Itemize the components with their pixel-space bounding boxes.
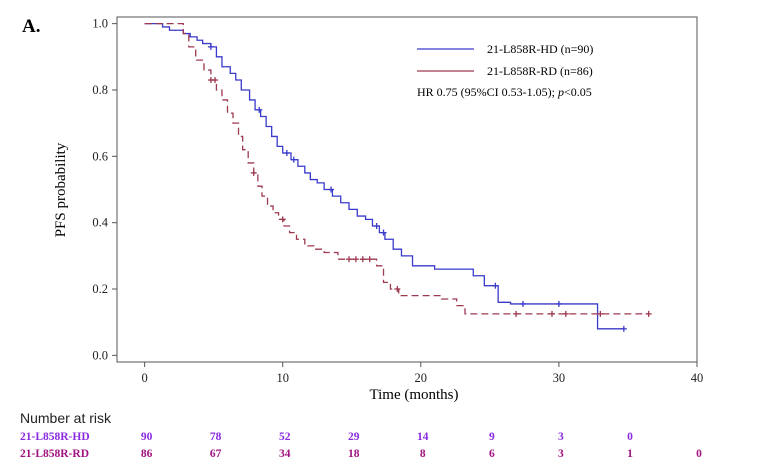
risk-value: 0 [696, 448, 702, 460]
legend-label-hd: 21-L858R-HD (n=90) [487, 42, 593, 56]
risk-row: 21-L858R-HD 90 78 52 29 14 9 3 0 [0, 431, 758, 447]
km-chart: 0 10 20 30 40 0.0 0.2 0.4 0.6 0.8 1.0 21-L858R-HD … [53, 16, 703, 403]
y-tick-label: 0.0 [92, 348, 108, 362]
x-tick-label: 10 [276, 371, 289, 385]
risk-value: 6 [488, 448, 495, 460]
risk-value: 0 [627, 431, 633, 443]
panel-label: A. [22, 16, 41, 37]
risk-value: 29 [348, 431, 360, 443]
risk-table-title: Number at risk [20, 410, 112, 426]
y-tick-label: 0.4 [92, 216, 108, 230]
hr-p-value: <0.05 [564, 85, 592, 99]
risk-value: 3 [558, 448, 564, 460]
risk-row-label: 21-L858R-HD [20, 431, 90, 443]
risk-value: 52 [278, 431, 291, 443]
y-tick-label: 0.8 [92, 83, 108, 97]
risk-value: 1 [627, 448, 633, 460]
survival-curve-rd [144, 22, 649, 315]
risk-value: 18 [348, 448, 360, 460]
x-tick-label: 40 [691, 371, 704, 385]
risk-value: 86 [140, 448, 153, 460]
axes: 0 10 20 30 40 0.0 0.2 0.4 0.6 0.8 1.0 [92, 17, 703, 385]
risk-value: 90 [140, 431, 153, 443]
x-axis-label: Time (months) [369, 387, 458, 403]
hr-annotation: HR 0.75 (95%CI 0.53-1.05); p<0.05 [417, 85, 592, 99]
risk-value: 67 [209, 448, 222, 460]
plot-frame [116, 16, 698, 363]
hr-prefix: HR 0.75 (95%CI 0.53-1.05); [417, 85, 558, 99]
y-axis-label: PFS probability [53, 142, 69, 237]
y-tick-label: 0.6 [92, 149, 108, 163]
risk-value: 9 [488, 431, 495, 443]
risk-value: 3 [558, 431, 564, 443]
legend-label-rd: 21-L858R-RD (n=86) [487, 64, 593, 78]
y-tick-label: 0.2 [92, 282, 108, 296]
risk-value: 8 [419, 448, 426, 460]
risk-row: 21-L858R-RD 86 67 34 18 8 6 3 1 0 [0, 448, 758, 464]
risk-value: 14 [417, 431, 429, 443]
x-tick-label: 0 [141, 371, 147, 385]
risk-row-label: 21-L858R-RD [20, 448, 89, 460]
risk-value: 78 [209, 431, 222, 443]
y-tick-label: 1.0 [92, 17, 108, 31]
risk-value: 34 [278, 448, 291, 460]
legend: 21-L858R-HD (n=90) 21-L858R-RD (n=86) HR… [417, 42, 593, 99]
hr-p-symbol: p [557, 85, 564, 99]
curves [144, 22, 652, 332]
x-tick-label: 20 [415, 371, 428, 385]
x-tick-label: 30 [553, 371, 566, 385]
